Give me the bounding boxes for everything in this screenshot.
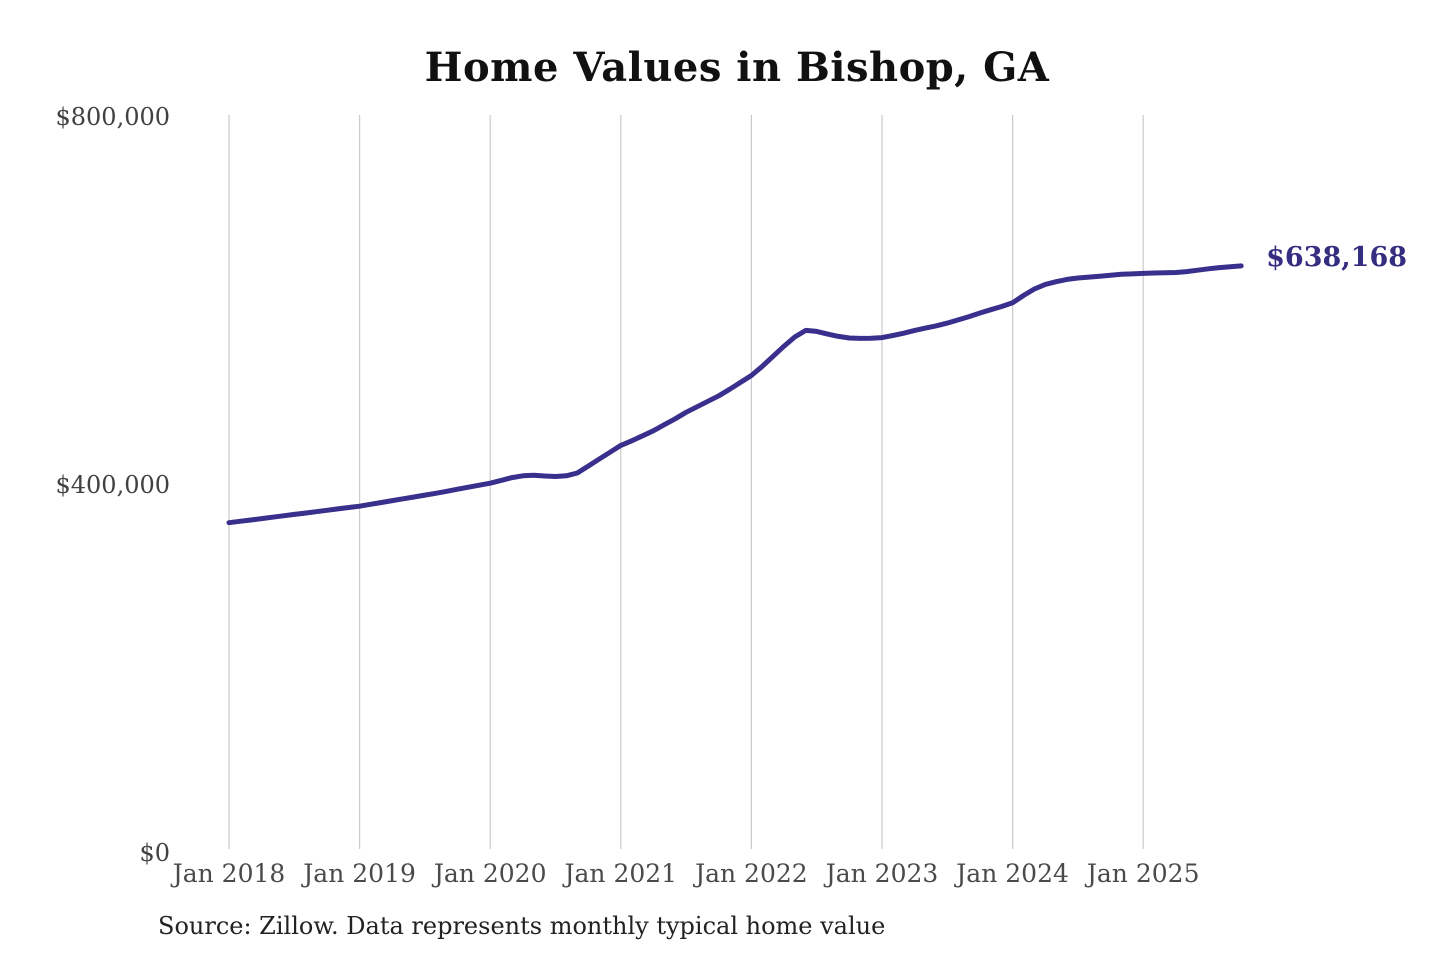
home-value-line bbox=[226, 263, 1244, 526]
x-axis-tick-jan-2024: Jan 2024 bbox=[956, 859, 1069, 888]
y-axis-tick-0: $0 bbox=[139, 839, 170, 867]
y-axis-tick-800000: $800,000 bbox=[55, 103, 170, 131]
x-axis-tick-jan-2025: Jan 2025 bbox=[1086, 859, 1200, 888]
x-axis-tick-jan-2023: Jan 2023 bbox=[825, 859, 939, 888]
x-axis-tick-jan-2021: Jan 2021 bbox=[564, 859, 678, 888]
latest-value-annotation: $638,168 bbox=[1266, 241, 1408, 273]
x-axis-tick-jan-2018: Jan 2018 bbox=[172, 859, 286, 888]
x-axis-tick-jan-2020: Jan 2020 bbox=[433, 859, 547, 888]
chart-title: Home Values in Bishop, GA bbox=[424, 44, 1050, 91]
source-note: Source: Zillow. Data represents monthly … bbox=[158, 912, 886, 940]
x-axis-tick-jan-2022: Jan 2022 bbox=[695, 859, 808, 888]
x-axis-tick-jan-2019: Jan 2019 bbox=[303, 859, 416, 888]
y-axis-tick-400000: $400,000 bbox=[55, 471, 170, 499]
